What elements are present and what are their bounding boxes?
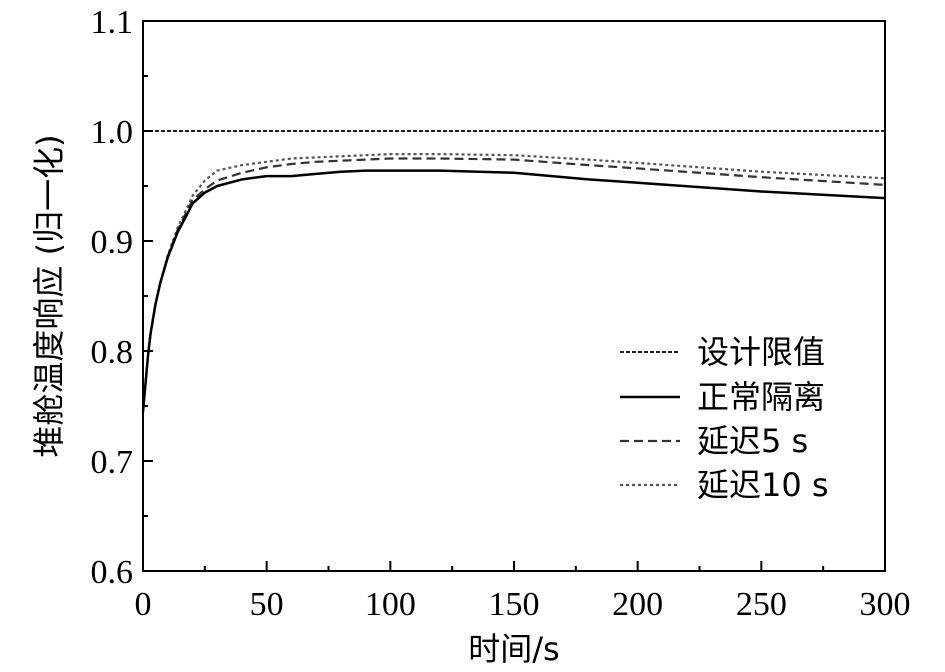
x-tick-label: 0 <box>135 586 152 623</box>
legend-label: 延迟10 s <box>697 466 829 504</box>
y-tick-label: 1.1 <box>91 4 134 41</box>
x-tick-label: 200 <box>612 586 663 623</box>
series-line-1 <box>141 169 886 412</box>
legend-label: 设计限值 <box>697 333 825 371</box>
x-tick-label: 250 <box>736 586 787 623</box>
y-tick-label: 0.8 <box>91 334 134 371</box>
x-axis-title: 时间/s <box>468 630 559 668</box>
y-axis-ticks: 0.6 0.7 0.8 0.9 1.0 1.1 <box>91 4 153 591</box>
x-tick-label: 150 <box>489 586 540 623</box>
x-tick-label: 50 <box>250 586 284 623</box>
y-axis-title: 堆舱温度响应 (归一化) <box>30 134 68 457</box>
legend-label: 延迟5 s <box>697 422 808 460</box>
series-line-3 <box>141 153 886 412</box>
legend-label: 正常隔离 <box>697 378 825 416</box>
y-tick-label: 1.0 <box>91 114 134 151</box>
y-tick-label: 0.6 <box>91 554 134 591</box>
series-line-2 <box>141 157 886 412</box>
y-tick-label: 0.7 <box>91 444 134 481</box>
y-tick-label: 0.9 <box>91 224 134 261</box>
series-layer <box>141 130 886 412</box>
x-tick-label: 300 <box>860 586 911 623</box>
x-tick-label: 100 <box>365 586 416 623</box>
x-axis-ticks: 0 50 100 150 200 250 300 <box>135 561 911 623</box>
